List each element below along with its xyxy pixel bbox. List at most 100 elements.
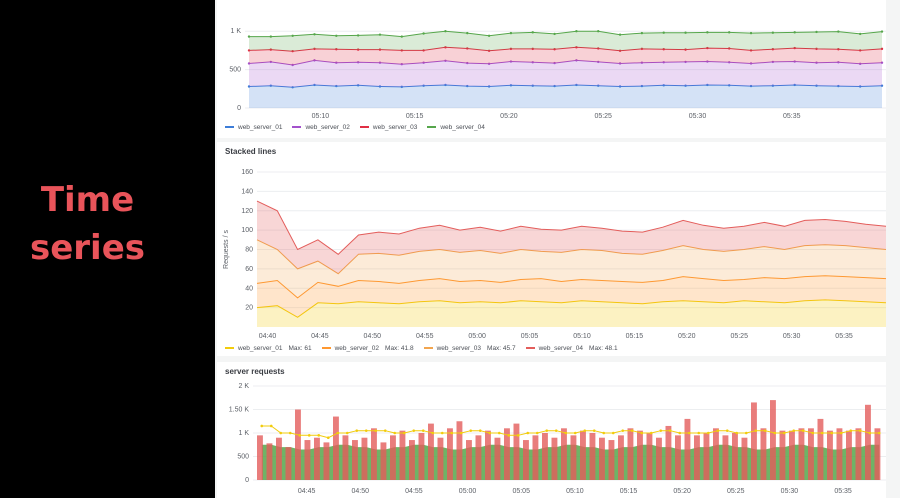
slide-title-line-1: Time [40,180,135,220]
y-tick-label: 1 K [238,430,249,437]
average-point [298,434,302,437]
average-point [364,429,368,432]
data-point [422,49,425,52]
bar [504,428,510,480]
data-point [335,61,338,64]
x-tick-label: 05:35 [835,333,853,338]
legend-item-web_server_02[interactable]: web_server_02 Max: 41.8 [321,345,414,352]
data-point [684,84,687,87]
series-line-web_server_01 [248,84,883,88]
panel-server-requests[interactable]: server requests 2 K 1.50 K 1 K 500 0 04:45 04:… [217,362,886,498]
legend-item-web_server_04[interactable]: web_server_04 [427,124,485,131]
data-point [815,30,818,34]
average-point [336,431,340,435]
panel-stacked-lines[interactable]: Stacked lines 160 140 120 100 80 60 40 20 Reques… [217,142,886,356]
legend-item-web_server_01[interactable]: web_server_01 Max: 61 [225,345,312,352]
data-point [728,84,731,87]
bar [827,430,833,480]
data-point [531,47,534,51]
data-point [597,30,600,33]
x-tick-label: 05:30 [783,333,801,338]
data-point [771,48,775,51]
series-area-web_server_04 [249,31,882,52]
series-area-web_server_02 [249,60,882,88]
data-point [313,33,316,36]
y-tick-label: 2 K [238,383,249,390]
data-point [706,46,709,50]
data-point [575,59,578,62]
average-point [431,431,435,435]
data-point [509,31,513,35]
data-point [771,60,775,64]
data-point [378,61,382,64]
data-point [706,60,709,63]
data-point [247,85,251,88]
x-tick-label: 04:45 [298,488,316,495]
bar [808,428,814,480]
x-tick-label: 05:35 [834,488,852,495]
bar [352,440,358,480]
average-point [782,431,786,435]
legend-swatch [321,347,331,350]
legend-item-web_server_01[interactable]: web_server_01 [225,124,282,131]
x-tick-label: 04:40 [259,333,277,338]
data-point [618,85,622,88]
data-point [335,48,338,51]
data-point [400,49,403,52]
panel-top-timeseries[interactable]: 1 K 500 0 05:10 05:15 05:20 05:25 05:30 05:35 we… [217,0,886,138]
bar [485,430,491,480]
data-point [771,84,775,87]
x-tick-label: 05:20 [500,113,518,120]
bar [285,447,292,480]
y-tick-label: 140 [241,188,253,195]
data-point [487,34,491,38]
data-point [749,62,753,65]
data-point [269,48,273,51]
data-point [640,31,644,35]
legend-item-web_server_04[interactable]: web_server_04 Max: 48.1 [525,345,618,352]
bar [323,442,330,480]
average-point [554,429,558,432]
data-point [662,61,665,64]
bar [751,402,757,480]
data-point [815,84,818,87]
average-point [621,429,625,432]
bar [494,437,501,480]
data-point [706,31,709,34]
x-tick-label: 05:10 [312,113,330,120]
x-tick-label: 04:50 [352,488,370,495]
bar [447,428,453,480]
data-point [291,49,294,53]
average-point [611,431,615,435]
bar [276,437,282,480]
legend-item-web_server_03[interactable]: web_server_03 [359,124,417,131]
legend-swatch [292,126,302,129]
y-tick-label: 20 [245,305,253,312]
average-point [716,429,720,432]
data-point [793,46,796,50]
data-point [837,30,840,33]
data-point [728,61,731,64]
average-point [535,431,539,435]
legend-item-web_server_02[interactable]: web_server_02 [292,124,350,131]
data-point [444,83,447,87]
data-point [684,31,687,34]
data-point [269,35,273,38]
data-point [553,48,556,51]
average-point [773,431,777,435]
bar [836,428,843,480]
bar [542,433,548,480]
server-requests-chart-svg: 2 K 1.50 K 1 K 500 0 04:45 04:50 04:55 05:00 05:0… [229,383,886,495]
bar [608,440,615,480]
x-tick-label: 05:20 [678,333,696,338]
data-point [597,60,600,64]
bar [304,440,311,480]
data-point [793,60,796,63]
data-point [313,47,316,51]
data-point [793,83,796,87]
legend-item-web_server_03[interactable]: web_server_03 Max: 45.7 [423,345,516,352]
y-tick-label: 40 [245,285,253,292]
bar [314,437,320,480]
panel-title: Stacked lines [225,147,277,156]
data-point [378,85,382,88]
